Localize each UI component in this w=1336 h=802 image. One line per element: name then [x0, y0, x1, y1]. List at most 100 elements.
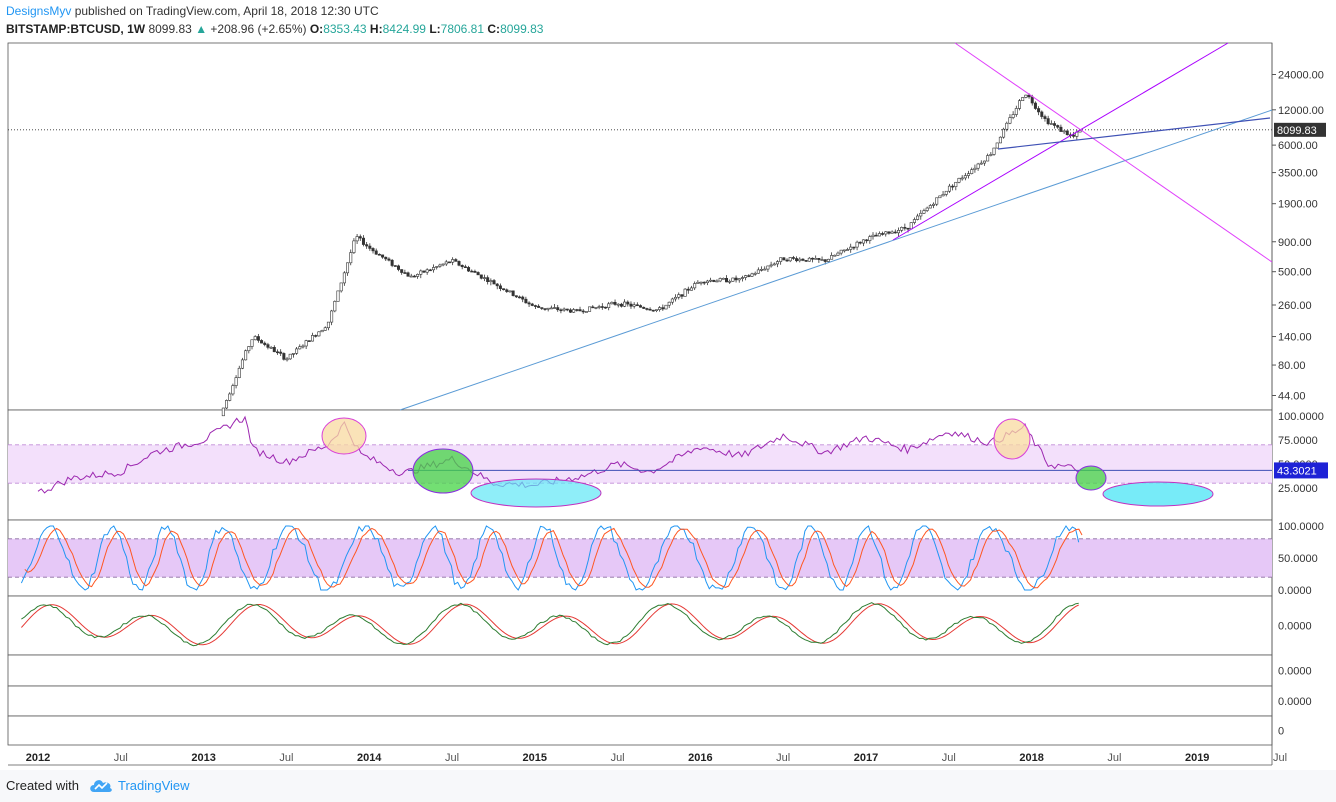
candle-body — [1024, 94, 1028, 98]
candle-body — [250, 339, 254, 347]
candle-body — [387, 258, 391, 261]
candle-body — [861, 239, 865, 244]
up-arrow-icon: ▲ — [195, 22, 208, 36]
last-price: 8099.83 — [148, 22, 192, 36]
candle-body — [282, 353, 286, 360]
candle-body — [1030, 96, 1034, 104]
candle-body — [1014, 108, 1018, 115]
author-link[interactable]: DesignsMyv — [6, 4, 72, 18]
empty-pane-tick-label: 0.0000 — [1278, 696, 1312, 708]
candle-body — [890, 231, 894, 234]
time-tick-label: 2018 — [1019, 752, 1043, 764]
candle-body — [807, 257, 811, 262]
candle-body — [320, 330, 324, 333]
candle-body — [661, 307, 665, 310]
candle-body — [801, 258, 805, 261]
candle-body — [470, 270, 474, 273]
price-tick-label: 140.00 — [1278, 332, 1312, 344]
candle-body — [412, 275, 416, 278]
candle-body — [444, 261, 448, 265]
candle-body — [833, 254, 837, 257]
candle-body — [489, 280, 493, 282]
price-tick-label: 80.00 — [1278, 360, 1306, 372]
candle-body — [553, 307, 557, 309]
candle-body — [463, 266, 467, 269]
symbol-label[interactable]: BITSTAMP:BTCUSD, 1W — [6, 22, 146, 36]
candle-body — [903, 227, 907, 229]
candle-body — [919, 212, 923, 217]
candle-body — [237, 367, 241, 378]
highlight-ellipse-cyan — [470, 478, 602, 508]
candle-body — [339, 282, 343, 292]
pane-frame-o2 — [7, 654, 1273, 687]
candle-body — [1017, 100, 1021, 109]
candle-body — [253, 336, 257, 341]
candle-body — [451, 259, 455, 263]
candle-body — [982, 160, 986, 164]
candle-body — [330, 310, 334, 323]
time-tick-label: Jul — [445, 752, 459, 764]
candle-body — [922, 210, 926, 214]
rsi-tick-label: 100.0000 — [1278, 411, 1324, 423]
open-label: O: — [309, 22, 324, 36]
price-tick-label: 900.00 — [1278, 237, 1312, 249]
candle-body — [275, 351, 279, 354]
candle-body — [763, 268, 767, 271]
candle-body — [648, 308, 652, 311]
candle-body — [540, 307, 544, 309]
candle-body — [311, 335, 315, 342]
chart-svg[interactable]: 24000.00 12000.00 6000.00 3500.00 1900.00 900… — [0, 40, 1336, 770]
candle-body — [527, 302, 531, 305]
rsi-tick-label: 25.0000 — [1278, 483, 1318, 495]
candle-body — [301, 345, 305, 348]
candle-body — [747, 275, 751, 277]
tradingview-brand-link[interactable]: TradingView — [118, 778, 190, 793]
candle-body — [307, 340, 311, 342]
candle-body — [616, 303, 620, 306]
candle-body — [498, 285, 502, 289]
price-tick-label: 260.00 — [1278, 300, 1312, 312]
candle-body — [836, 252, 840, 256]
candle-body — [597, 306, 601, 308]
candle-body — [820, 259, 824, 261]
candle-body — [422, 270, 426, 273]
candle-body — [865, 239, 869, 242]
candle-body — [479, 274, 483, 279]
candle-body — [775, 261, 779, 265]
candle-body — [728, 280, 732, 283]
candle-body — [518, 296, 522, 299]
candle-body — [925, 207, 929, 211]
candle-body — [642, 306, 646, 309]
candle-body — [482, 277, 486, 279]
candle-body — [683, 288, 687, 297]
wedge-lower-line — [997, 117, 1271, 150]
candle-body — [744, 275, 748, 278]
candle-body — [514, 295, 518, 298]
time-tick-label: 2019 — [1185, 752, 1209, 764]
candle-body — [731, 277, 735, 282]
candle-body — [814, 258, 818, 260]
candle-body — [432, 267, 436, 271]
tradingview-cloud-icon[interactable] — [88, 776, 114, 794]
candle-body — [855, 241, 859, 248]
candle-body — [932, 203, 936, 206]
candle-body — [260, 340, 264, 344]
candle-body — [403, 272, 407, 274]
candle-body — [740, 277, 744, 279]
candle-body — [912, 219, 916, 223]
empty-pane-tick-label: 0 — [1278, 726, 1284, 738]
publish-line: DesignsMyv published on TradingView.com,… — [6, 4, 379, 18]
last-price-tag-label: 8099.83 — [1277, 125, 1317, 137]
candle-body — [823, 259, 827, 262]
candle-body — [346, 262, 350, 274]
high-value: 8424.99 — [382, 22, 426, 36]
empty-pane-tick-label: 0.0000 — [1278, 666, 1312, 678]
candle-body — [858, 241, 862, 244]
candle-body — [438, 264, 442, 267]
candle-body — [868, 236, 872, 241]
time-tick-label: 2017 — [854, 752, 878, 764]
chart-area[interactable]: 24000.00 12000.00 6000.00 3500.00 1900.00 900… — [0, 40, 1336, 770]
candle-body — [600, 306, 604, 308]
rsi-band — [8, 444, 1272, 484]
pane-frame-o3 — [7, 685, 1273, 717]
